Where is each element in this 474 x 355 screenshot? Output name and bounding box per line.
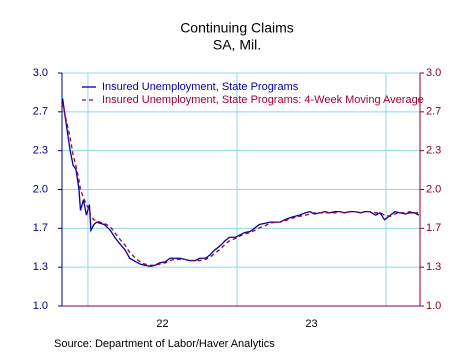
y2-tick-label: 2.3 [426,145,441,157]
legend-label: Insured Unemployment, State Programs: 4-… [102,94,424,106]
y-tick-label: 1.0 [33,300,48,312]
y2-tick-label: 2.7 [426,106,441,118]
y2-tick-label: 1.7 [426,222,441,234]
y2-tick-label: 3.0 [426,67,441,79]
chart-subtitle: SA, Mil. [213,37,261,53]
y-tick-label: 3.0 [33,67,48,79]
series-line [61,98,420,268]
x-tick-label: 23 [305,318,317,330]
legend-label: Insured Unemployment, State Programs [102,81,299,93]
chart-title: Continuing Claims [180,20,294,36]
y2-tick-label: 1.3 [426,261,441,273]
y-tick-label: 2.0 [33,183,48,195]
series-line [61,103,419,266]
x-tick-label: 22 [156,318,168,330]
y-tick-label: 1.3 [33,261,48,273]
y2-tick-label: 1.0 [426,300,441,312]
source-note: Source: Department of Labor/Haver Analyt… [54,338,275,350]
y2-tick-label: 2.0 [426,183,441,195]
y-tick-label: 2.7 [33,106,48,118]
y-tick-label: 2.3 [33,145,48,157]
y-tick-label: 1.7 [33,222,48,234]
